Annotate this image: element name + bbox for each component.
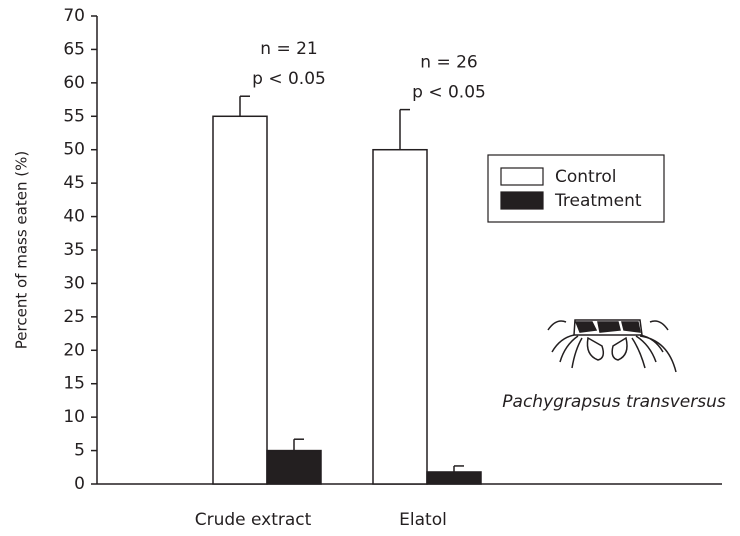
y-tick-label: 0 xyxy=(74,474,85,494)
legend-label: Treatment xyxy=(554,191,642,211)
y-tick-label: 40 xyxy=(63,207,85,227)
y-tick-label: 25 xyxy=(63,307,85,327)
y-tick-label: 30 xyxy=(63,273,85,293)
bar xyxy=(267,451,321,484)
y-axis-label: Percent of mass eaten (%) xyxy=(13,151,31,349)
y-tick-label: 5 xyxy=(74,441,85,461)
x-tick-label: Crude extract xyxy=(195,510,312,530)
bar xyxy=(373,150,427,484)
annotation: p < 0.05 xyxy=(412,83,486,103)
page: {"chart_data": {"type": "bar", "ylabel":… xyxy=(0,0,740,536)
x-tick-label: Elatol xyxy=(399,510,447,530)
chart: Percent of mass eaten (%) Pachygrapsus t… xyxy=(0,0,740,536)
legend-swatch xyxy=(501,168,543,185)
y-tick-label: 55 xyxy=(63,106,85,126)
y-tick-label: 50 xyxy=(63,140,85,160)
y-tick-label: 65 xyxy=(63,39,85,59)
annotation: n = 21 xyxy=(260,39,317,59)
annotation: n = 26 xyxy=(420,53,477,73)
crab-illustration xyxy=(548,320,676,372)
legend-box xyxy=(488,155,664,222)
bar xyxy=(213,116,267,484)
legend-label: Control xyxy=(555,167,616,187)
species-label: Pachygrapsus transversus xyxy=(502,392,726,412)
y-tick-label: 60 xyxy=(63,73,85,93)
legend-swatch xyxy=(501,192,543,209)
y-tick-label: 45 xyxy=(63,173,85,193)
annotation: p < 0.05 xyxy=(252,69,326,89)
bar xyxy=(427,472,481,484)
y-tick-label: 10 xyxy=(63,407,85,427)
y-tick-label: 35 xyxy=(63,240,85,260)
y-tick-label: 15 xyxy=(63,374,85,394)
y-tick-label: 20 xyxy=(63,340,85,360)
y-tick-label: 70 xyxy=(63,6,85,26)
